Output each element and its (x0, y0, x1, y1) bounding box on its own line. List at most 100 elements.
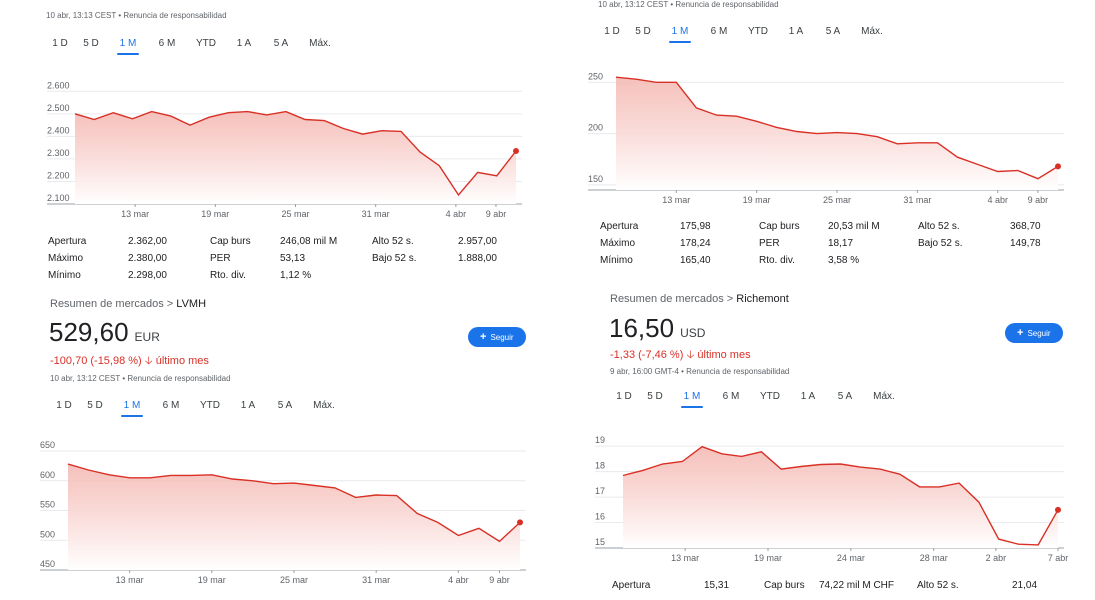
range-tab-6m[interactable]: 6 M (722, 391, 740, 402)
follow-button[interactable]: + Seguir (468, 327, 526, 347)
range-tab-1a[interactable]: 1 A (236, 38, 252, 49)
currency: USD (680, 326, 706, 340)
range-tabs: 1 D 5 D 1 M 6 M YTD 1 A 5 A Máx. (50, 398, 344, 414)
change-period: último mes (697, 349, 751, 361)
x-tick-label: 13 mar (121, 209, 149, 219)
price-area (623, 446, 1058, 548)
price-change: -100,70 (-15,98 %) 🡣 último mes (50, 352, 209, 371)
y-tick-label: 150 (588, 174, 603, 184)
range-tab-5a[interactable]: 5 A (825, 26, 841, 37)
range-tab-1m[interactable]: 1 M (672, 389, 712, 405)
timestamp: 10 abr, 13:12 CEST • Renuncia de respons… (50, 374, 231, 383)
range-tab-1a[interactable]: 1 A (788, 26, 804, 37)
range-tab-ytd[interactable]: YTD (760, 391, 780, 402)
x-tick-label: 4 abr (446, 209, 467, 219)
follow-button[interactable]: + Seguir (1005, 323, 1063, 343)
price-chart[interactable]: 19 18 17 16 15 13 mar 19 mar 24 mar 28 mar 2 abr 7… (560, 426, 1095, 566)
stat-rtodiv: 1,12 % (280, 270, 312, 281)
range-tab-5d[interactable]: 5 D (83, 38, 99, 49)
x-tick-label: 25 mar (823, 195, 851, 205)
key-stats: Apertura 175,98 Máximo 178,24 Mínimo 165… (600, 221, 1080, 271)
y-tick-label: 2.100 (47, 193, 70, 203)
change-value: -1,33 (-7,46 %) (610, 349, 684, 361)
y-tick-label: 2.600 (47, 80, 70, 90)
range-tab-1d[interactable]: 1 D (604, 26, 620, 37)
stat-capburs: 74,22 mil M CHF (819, 580, 895, 591)
breadcrumb-link[interactable]: Resumen de mercados > (50, 298, 174, 310)
range-tabs: 1 D 5 D 1 M 6 M YTD 1 A 5 A Máx. (598, 24, 892, 40)
currency: EUR (134, 330, 160, 344)
current-price: 529,60 (49, 317, 129, 347)
stock-panel-top-left: 10 abr, 13:13 CEST • Renuncia de respons… (0, 0, 540, 290)
stock-panel-richemont: Resumen de mercados > Richemont 16,50 USD… (560, 290, 1095, 600)
stat-label-alto52: Alto 52 s. (372, 236, 414, 247)
x-tick-label: 31 mar (903, 195, 931, 205)
y-tick-label: 550 (40, 500, 55, 510)
range-tab-1d[interactable]: 1 D (52, 38, 68, 49)
range-tab-1m[interactable]: 1 M (112, 398, 152, 414)
plus-icon: + (1017, 326, 1024, 339)
stat-label-capburs: Cap burs (759, 221, 800, 232)
range-tab-1a[interactable]: 1 A (800, 391, 816, 402)
change-value: -100,70 (-15,98 %) (50, 355, 142, 367)
plus-icon: + (480, 330, 487, 343)
stat-label-alto52: Alto 52 s. (917, 580, 959, 591)
range-tab-5a[interactable]: 5 A (273, 38, 289, 49)
x-tick-label: 13 mar (662, 195, 690, 205)
stat-label-maximo: Máximo (600, 238, 636, 249)
range-tab-1d[interactable]: 1 D (616, 391, 632, 402)
stat-label-per: PER (759, 238, 780, 249)
range-tab-ytd[interactable]: YTD (196, 38, 216, 49)
stat-maximo: 178,24 (680, 238, 711, 249)
range-tab-1m[interactable]: 1 M (660, 24, 700, 40)
price-change: -1,33 (-7,46 %) 🡣 último mes (610, 346, 751, 365)
last-price-dot (1055, 506, 1061, 513)
x-tick-label: 19 mar (201, 209, 229, 219)
range-tab-6m[interactable]: 6 M (162, 400, 180, 411)
stat-label-bajo52: Bajo 52 s. (918, 238, 963, 249)
stat-rtodiv: 3,58 % (828, 255, 860, 266)
y-tick-label: 17 (595, 486, 605, 496)
range-tab-mx[interactable]: Máx. (309, 38, 331, 49)
range-tab-5d[interactable]: 5 D (635, 26, 651, 37)
x-tick-label: 9 abr (1028, 195, 1049, 205)
price-area (616, 77, 1058, 190)
range-tab-1m[interactable]: 1 M (108, 36, 148, 52)
range-tab-ytd[interactable]: YTD (748, 26, 768, 37)
x-tick-label: 25 mar (280, 575, 308, 585)
stat-per: 53,13 (280, 253, 306, 264)
x-tick-label: 25 mar (281, 209, 309, 219)
timestamp: 9 abr, 16:00 GMT-4 • Renuncia de respons… (610, 367, 790, 376)
price-chart[interactable]: 2.600 2.500 2.400 2.300 2.200 2.100 13 mar 19 m… (0, 70, 540, 220)
breadcrumb-link[interactable]: Resumen de mercados > (610, 293, 734, 305)
x-tick-label: 19 mar (754, 553, 782, 563)
y-tick-label: 600 (40, 470, 55, 480)
y-tick-label: 2.400 (47, 125, 70, 135)
timestamp: 10 abr, 13:13 CEST • Renuncia de respons… (46, 11, 227, 20)
range-tab-ytd[interactable]: YTD (200, 400, 220, 411)
price-chart[interactable]: 650 600 550 500 450 13 mar 19 mar 25 mar 31 mar 4… (0, 437, 540, 589)
stat-capburs: 20,53 mil M (828, 221, 880, 232)
range-tab-6m[interactable]: 6 M (710, 26, 728, 37)
stat-label-minimo: Mínimo (600, 255, 633, 266)
range-tab-5a[interactable]: 5 A (277, 400, 293, 411)
range-tab-1a[interactable]: 1 A (240, 400, 256, 411)
range-tab-5d[interactable]: 5 D (647, 391, 663, 402)
range-tab-mx[interactable]: Máx. (313, 400, 335, 411)
x-tick-label: 28 mar (920, 553, 948, 563)
price-chart[interactable]: 250 200 150 13 mar 19 mar 25 mar 31 mar 4 abr 9 … (560, 58, 1095, 208)
range-tab-mx[interactable]: Máx. (873, 391, 895, 402)
range-tab-5d[interactable]: 5 D (87, 400, 103, 411)
range-tab-6m[interactable]: 6 M (158, 38, 176, 49)
range-tab-1d[interactable]: 1 D (56, 400, 72, 411)
price-area (75, 111, 516, 204)
y-tick-label: 450 (40, 559, 55, 569)
y-tick-label: 250 (588, 71, 603, 81)
range-tab-5a[interactable]: 5 A (837, 391, 853, 402)
x-tick-label: 19 mar (743, 195, 771, 205)
range-tab-mx[interactable]: Máx. (861, 26, 883, 37)
price-row: 529,60 EUR (49, 317, 160, 348)
y-tick-label: 15 (595, 537, 605, 547)
last-price-dot (513, 148, 519, 155)
stat-alto52: 21,04 (1012, 580, 1038, 591)
